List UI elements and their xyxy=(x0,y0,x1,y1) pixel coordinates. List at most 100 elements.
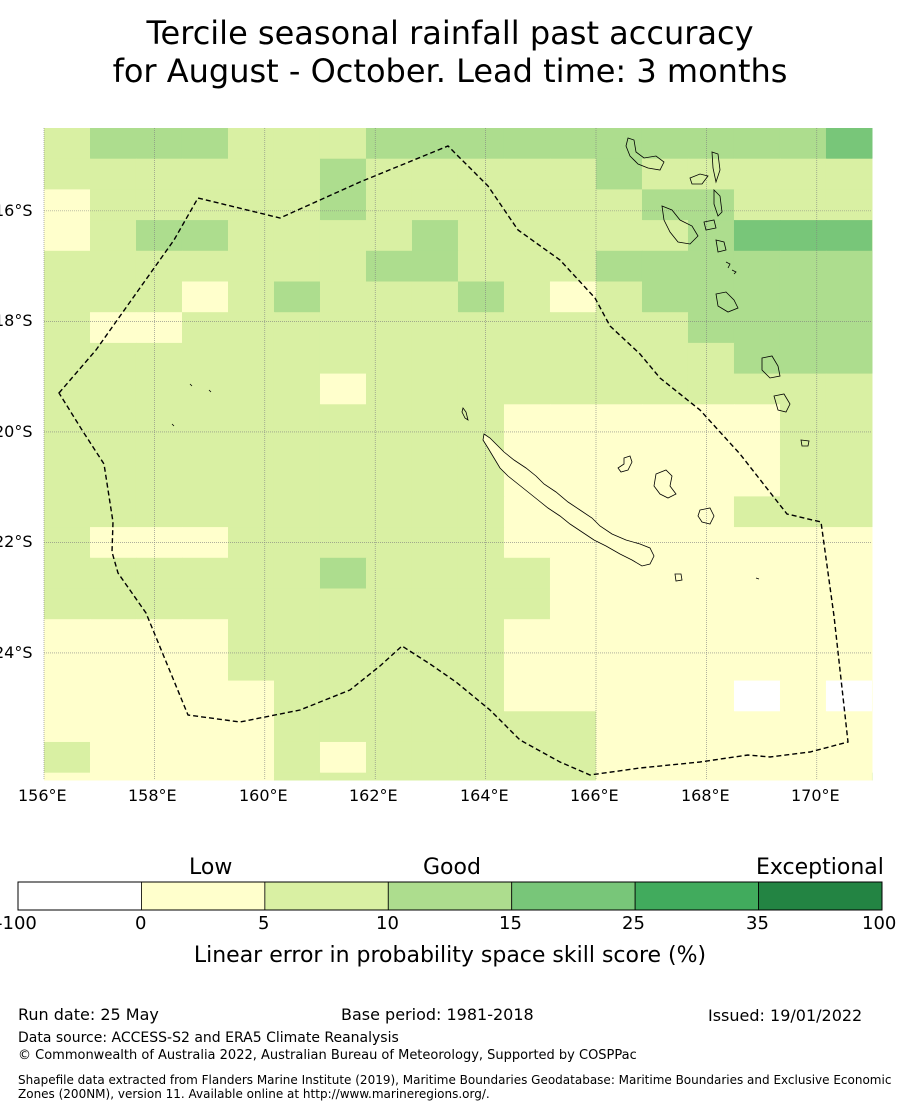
grid-cell xyxy=(457,404,505,436)
grid-cell xyxy=(641,711,689,743)
grid-cell xyxy=(503,680,551,712)
grid-cell xyxy=(319,189,367,221)
grid-cell xyxy=(365,342,413,375)
grid-cell xyxy=(641,404,689,436)
malakula-island xyxy=(661,205,699,245)
grid-cell xyxy=(595,373,643,405)
grid-cell xyxy=(89,619,137,651)
grid-cell xyxy=(411,649,459,682)
grid-cell xyxy=(227,158,275,190)
grid-cell xyxy=(503,557,551,589)
grid-cell xyxy=(411,557,459,589)
grid-cell xyxy=(871,281,873,313)
grid-cell xyxy=(411,588,459,620)
grid-cell xyxy=(687,373,735,405)
grid-cell xyxy=(44,649,91,682)
grid-cell xyxy=(871,373,873,405)
grid-cell xyxy=(779,250,827,282)
grid-cell xyxy=(641,434,689,467)
grid-cell xyxy=(595,557,643,589)
copyright: © Commonwealth of Australia 2022, Austra… xyxy=(18,1048,637,1063)
grid-cell xyxy=(503,342,551,375)
grid-cell xyxy=(89,128,137,160)
grid-cell xyxy=(503,373,551,405)
lat-label-20s: 20°S xyxy=(0,422,33,441)
grid-cell xyxy=(871,680,873,712)
shapefile-credit: Shapefile data extracted from Flanders M… xyxy=(18,1073,892,1101)
grid-cell xyxy=(779,496,827,528)
grid-cell xyxy=(595,588,643,620)
lon-label-166e: 166°E xyxy=(570,786,619,805)
grid-cell xyxy=(411,711,459,743)
grid-cell xyxy=(89,465,137,497)
grid-cell xyxy=(779,404,827,436)
grid-cell xyxy=(135,220,183,252)
grid-cell xyxy=(181,250,229,282)
grid-cell xyxy=(641,312,689,344)
espiritu-santo-island xyxy=(625,137,665,171)
grid-cell xyxy=(549,220,597,252)
grid-cell xyxy=(44,465,91,497)
grid-cell xyxy=(411,128,459,160)
lon-label-160e: 160°E xyxy=(239,786,288,805)
grid-cell xyxy=(779,619,827,651)
grid-cell xyxy=(871,772,873,781)
grid-cell xyxy=(411,680,459,712)
grid-cell xyxy=(135,312,183,344)
grid-cell xyxy=(411,496,459,528)
grid-cell xyxy=(825,342,873,375)
grid-cell xyxy=(411,741,459,774)
grid-cell xyxy=(135,588,183,620)
grid-cell xyxy=(503,772,551,781)
grid-cell xyxy=(44,220,91,252)
grid-cell xyxy=(273,619,321,651)
grid-cell xyxy=(457,128,505,160)
grid-cell xyxy=(825,772,873,781)
grid-cell xyxy=(641,465,689,497)
grid-cell xyxy=(411,312,459,344)
grid-cell xyxy=(825,619,873,651)
grid-cell xyxy=(273,342,321,375)
grid-cell xyxy=(273,312,321,344)
grid-cell xyxy=(687,220,735,252)
grid-cell xyxy=(411,250,459,282)
grid-cell xyxy=(181,158,229,190)
grid-cell xyxy=(549,619,597,651)
grid-cell xyxy=(44,404,91,436)
grid-cell xyxy=(411,373,459,405)
grid-cell xyxy=(825,373,873,405)
grid-cell xyxy=(595,250,643,282)
grid-cell xyxy=(871,128,873,160)
grid-cell xyxy=(595,220,643,252)
grid-cell xyxy=(227,250,275,282)
colorbar-category-low: Low xyxy=(189,855,233,880)
grid-cell xyxy=(641,342,689,375)
colorbar-frame xyxy=(17,881,883,911)
grid-cell xyxy=(595,158,643,190)
lon-label-170e: 170°E xyxy=(791,786,840,805)
grid-cell xyxy=(871,250,873,282)
grid-cell xyxy=(365,312,413,344)
grid-cell xyxy=(687,649,735,682)
grid-cell xyxy=(733,281,781,313)
grid-cell xyxy=(871,557,873,589)
grid-cell xyxy=(319,250,367,282)
grid-cell xyxy=(733,158,781,190)
grid-cell xyxy=(733,128,781,160)
grid-cell xyxy=(319,342,367,375)
run-date: Run date: 25 May xyxy=(18,1005,159,1024)
grid-cell xyxy=(227,404,275,436)
grid-cell xyxy=(365,711,413,743)
grid-cell xyxy=(273,281,321,313)
colorbar-tick: 0 xyxy=(135,913,147,934)
grid-cell xyxy=(227,281,275,313)
ambrym-island xyxy=(703,219,717,231)
grid-cell xyxy=(319,465,367,497)
grid-cell xyxy=(871,220,873,252)
grid-cell xyxy=(687,404,735,436)
grid-cell xyxy=(779,465,827,497)
grid-cell xyxy=(273,588,321,620)
grid-cell xyxy=(871,527,873,559)
grid-cell xyxy=(733,434,781,467)
grid-cell xyxy=(641,373,689,405)
